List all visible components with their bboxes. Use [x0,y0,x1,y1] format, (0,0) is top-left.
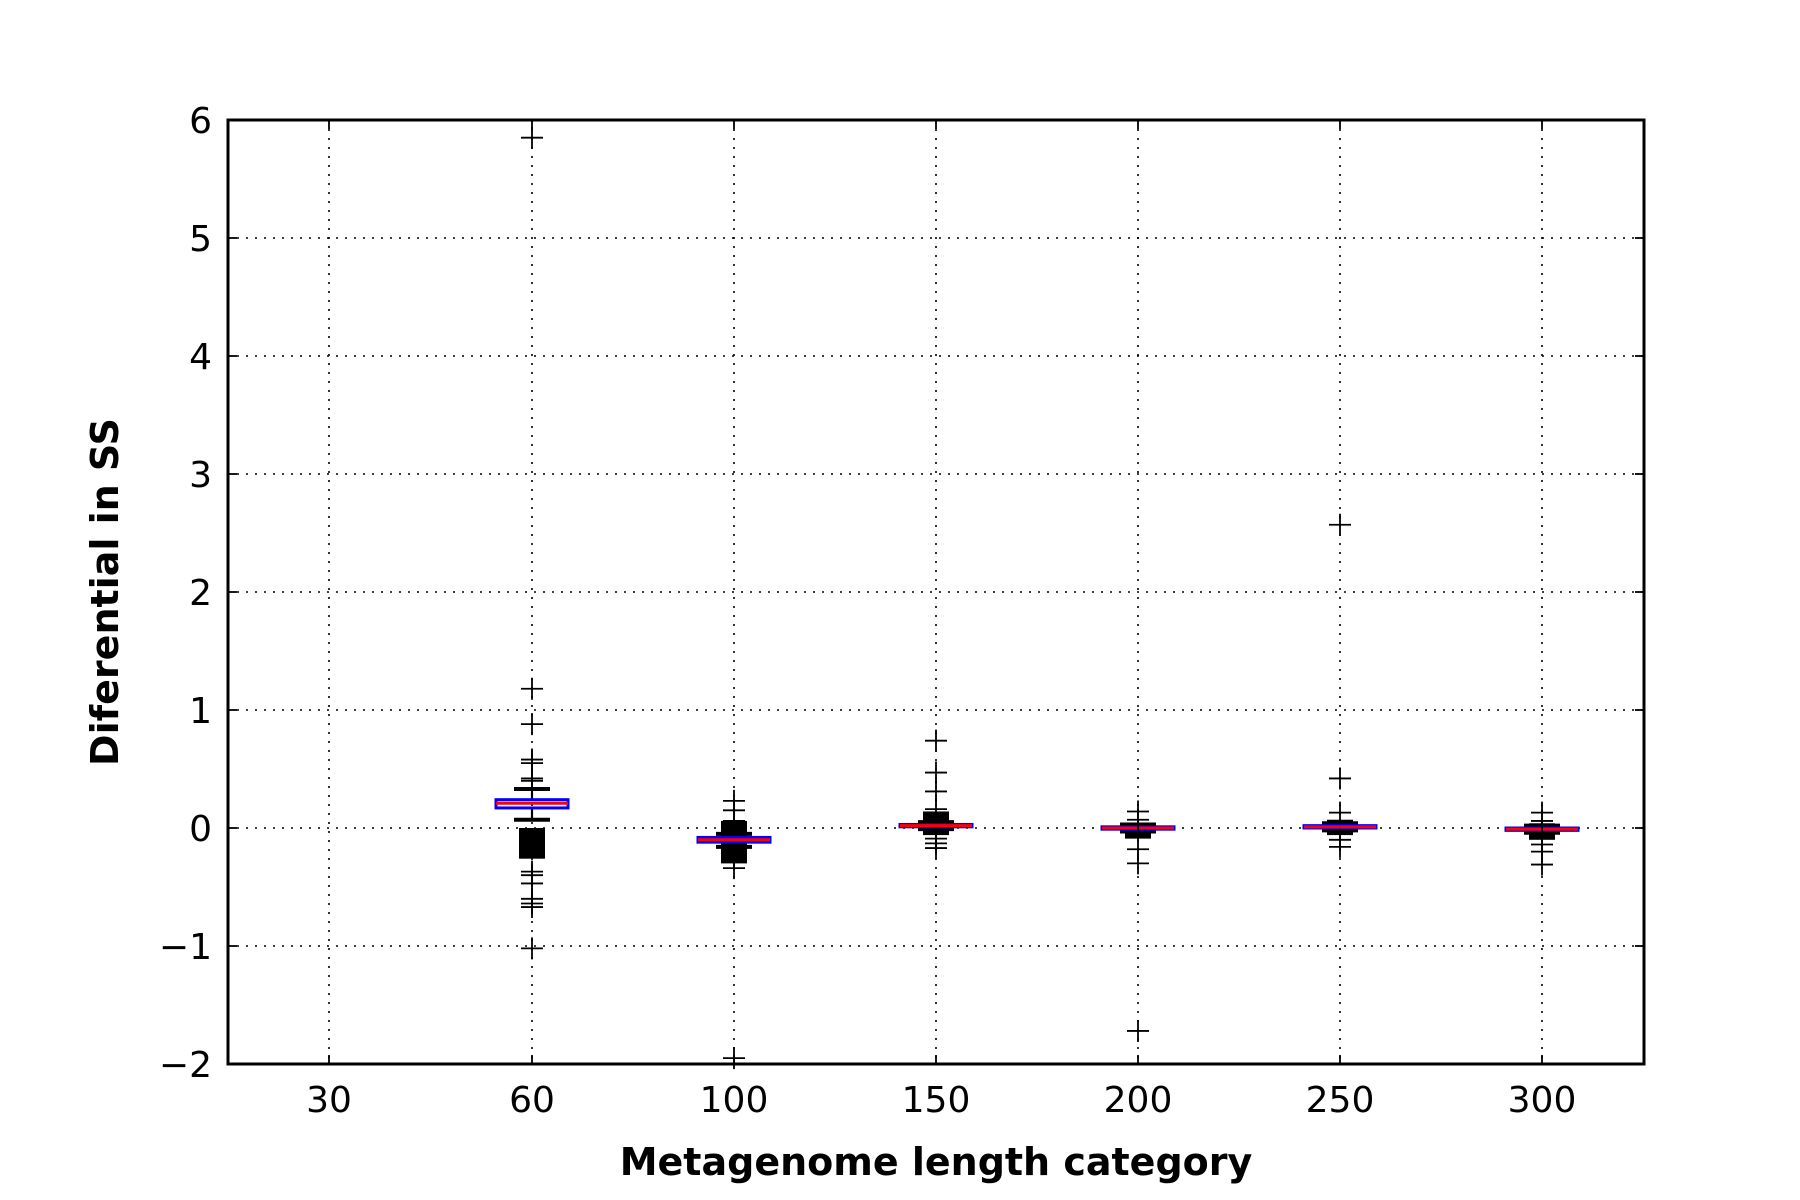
box-group-200 [1100,800,1176,1042]
x-tick-label: 250 [1306,1080,1375,1121]
x-axis-title: Metagenome length category [620,1140,1253,1184]
outlier-marker [723,857,745,880]
x-tick-label: 100 [700,1080,769,1121]
outlier-marker [1329,835,1351,858]
y-tick-label: 3 [189,455,212,496]
outlier-marker [925,729,947,752]
outlier-marker [1531,853,1553,876]
y-tick-label: 5 [189,219,212,260]
axis-ticks: −2 −1 0 1 2 3 4 5 6 30 60 100 150 200 250 300 [159,101,1644,1121]
outlier-marker [1531,809,1553,832]
y-tick-label: 1 [189,691,212,732]
box-group-60 [494,126,570,960]
outlier-marker [925,798,947,821]
outlier-marker [521,937,543,960]
y-tick-label: 4 [189,337,212,378]
outlier-marker [521,126,543,149]
x-tick-label: 200 [1104,1080,1173,1121]
outlier-marker [1127,808,1149,831]
box-series [494,126,1580,1070]
y-tick-label: 0 [189,809,212,850]
outlier-marker [1329,767,1351,790]
y-tick-label: −2 [159,1045,212,1086]
grid-lines [228,120,1644,1064]
y-tick-label: 2 [189,573,212,614]
x-tick-label: 300 [1508,1080,1577,1121]
outlier-marker [1329,801,1351,824]
outlier-marker [925,837,947,860]
outlier-marker [521,769,543,792]
outlier-marker [925,761,947,784]
x-tick-label: 30 [306,1080,352,1121]
x-tick-label: 60 [509,1080,555,1121]
box-group-100 [696,789,772,1070]
outlier-marker [1127,1019,1149,1042]
box-group-300 [1504,801,1580,876]
outlier-marker [723,809,745,832]
dense-outliers [519,828,545,859]
outlier-marker [521,896,543,919]
box-group-250 [1302,513,1378,858]
outlier-marker [1127,852,1149,875]
outlier-marker [521,713,543,736]
y-tick-label: −1 [159,927,212,968]
y-axis-title: Diferential in SS [83,418,127,766]
y-tick-label: 6 [189,101,212,142]
box-group-150 [898,729,974,860]
outlier-marker [521,677,543,700]
outlier-marker [1329,513,1351,536]
x-tick-label: 150 [902,1080,971,1121]
